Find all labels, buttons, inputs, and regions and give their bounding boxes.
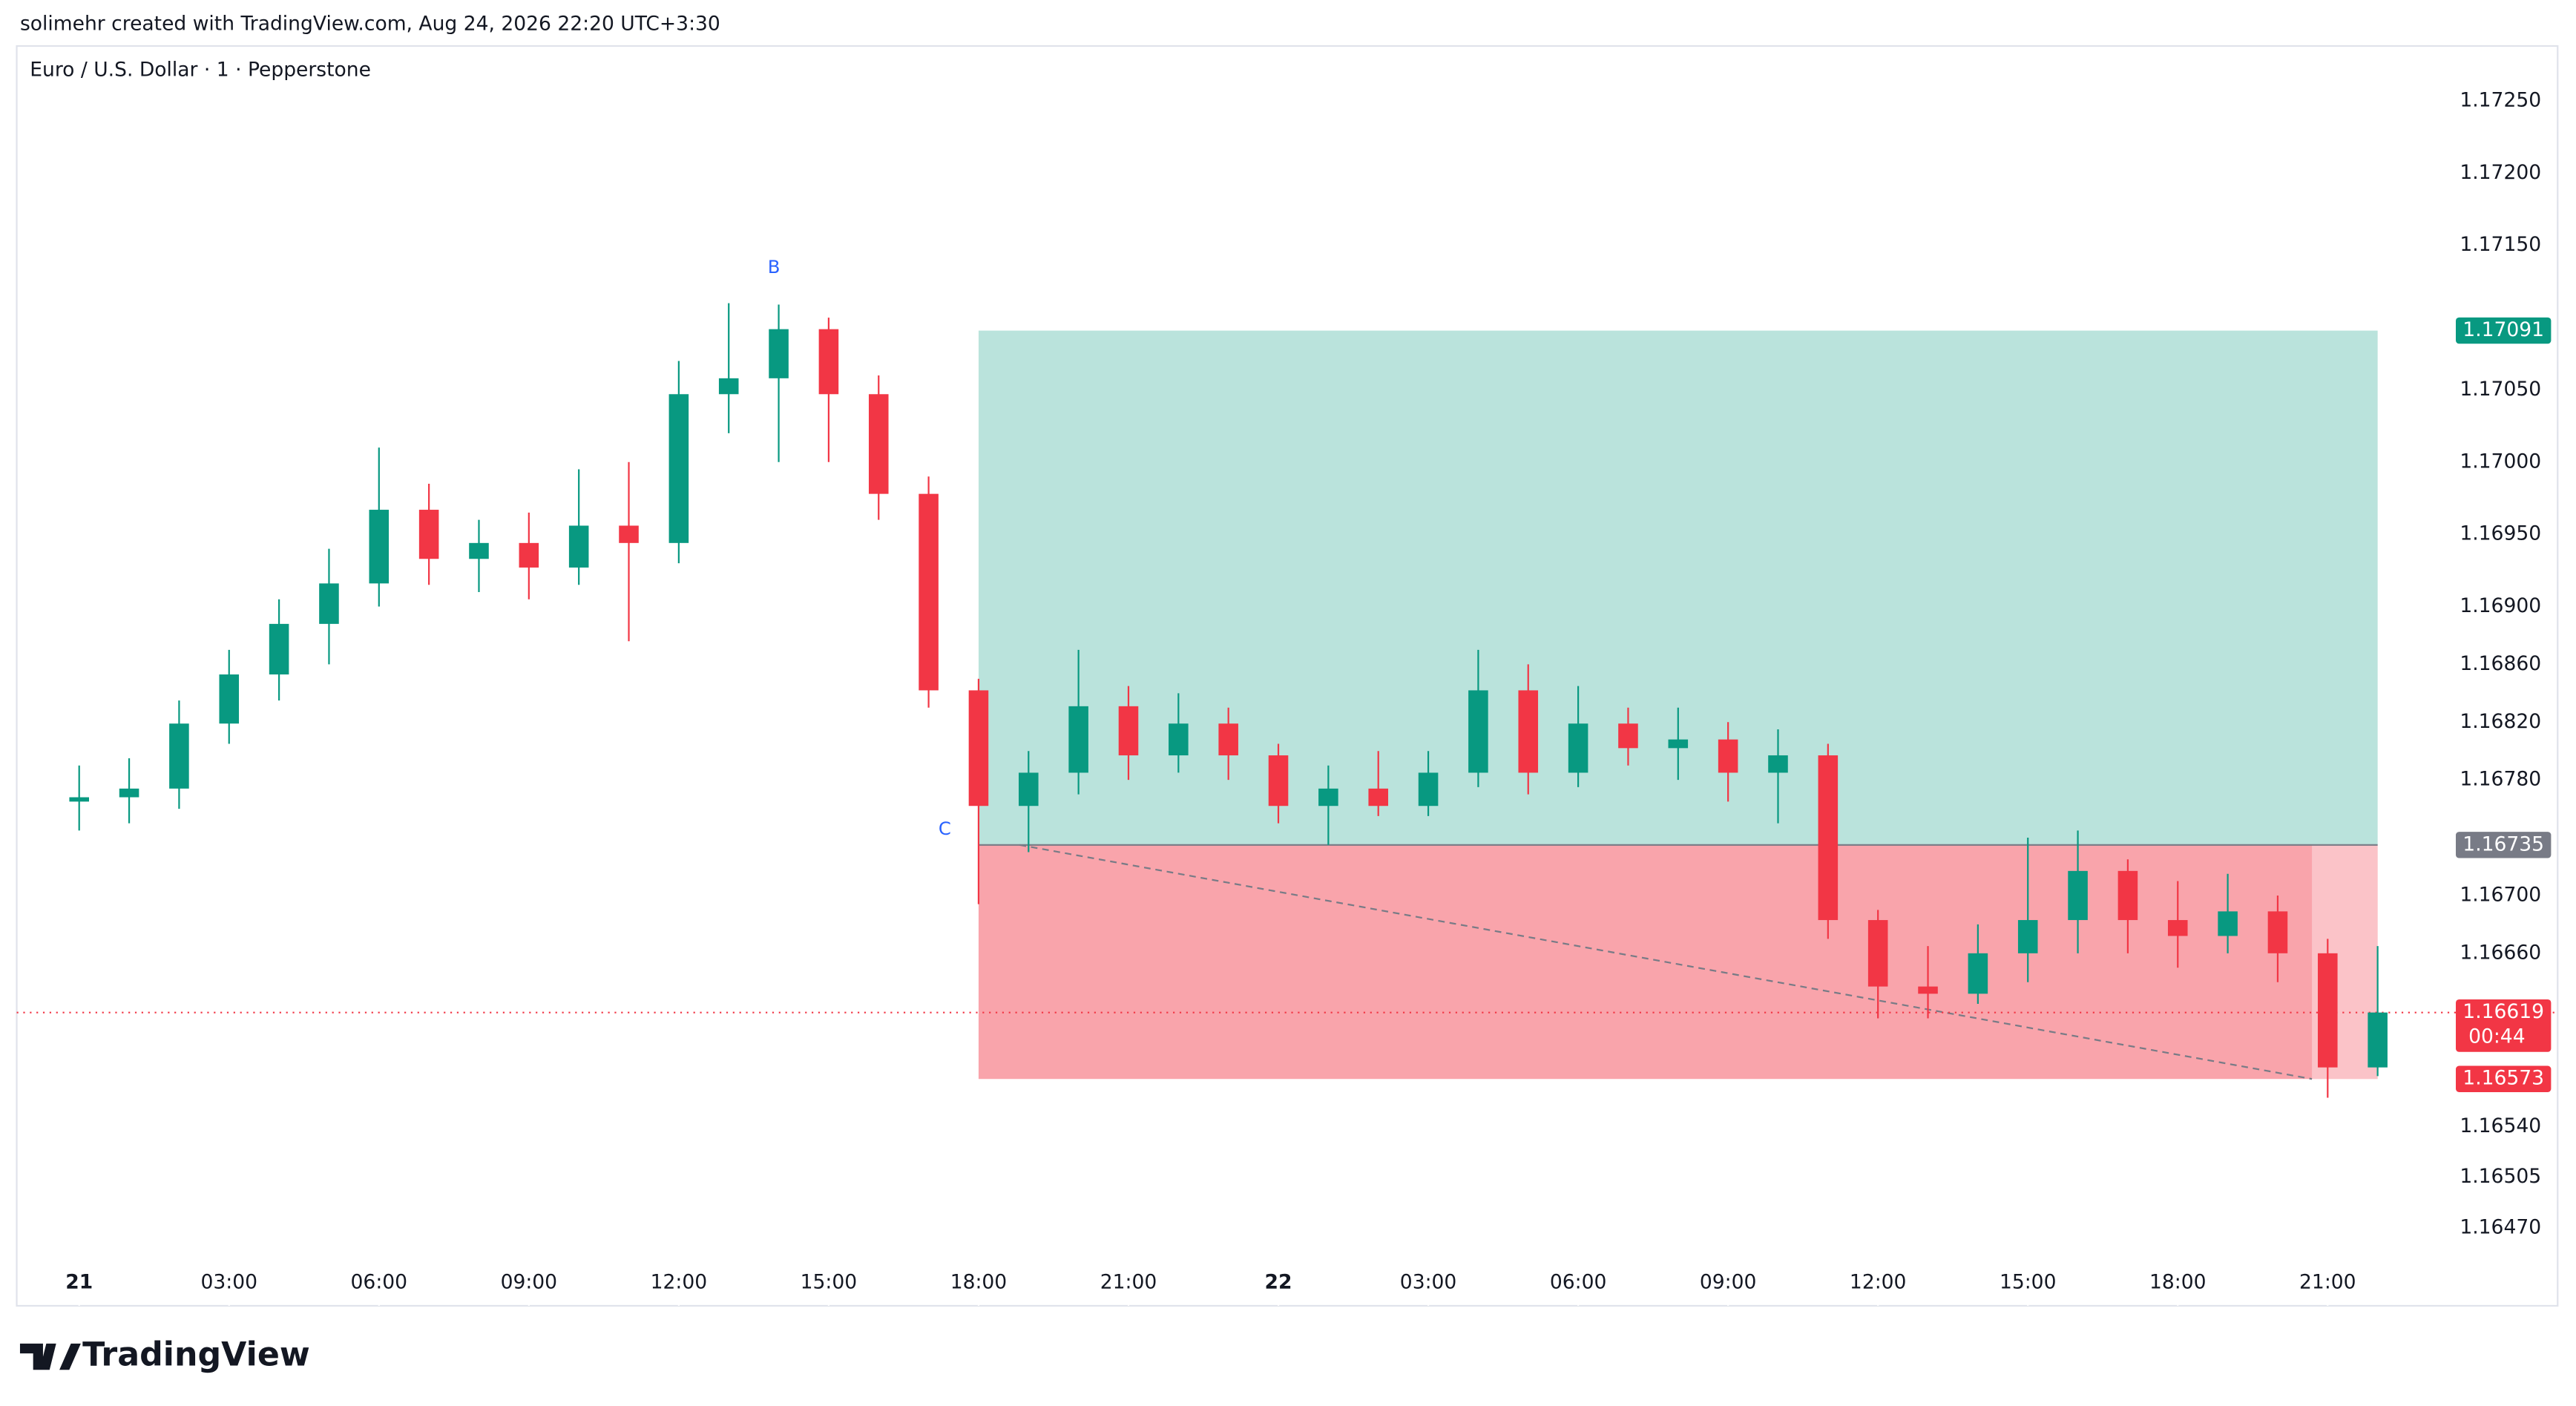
candle-body xyxy=(69,797,89,802)
candle-body xyxy=(269,623,289,675)
stop-zone xyxy=(978,844,2378,1080)
candle-body xyxy=(2267,911,2288,953)
price-label: 1.16619 xyxy=(2462,1000,2544,1023)
candle-body xyxy=(119,788,139,798)
candle-body xyxy=(1118,706,1139,756)
y-tick-label: 1.17000 xyxy=(2460,450,2541,473)
y-tick-label: 1.16860 xyxy=(2460,652,2541,675)
x-tick-label: 18:00 xyxy=(2149,1270,2207,1293)
x-tick-label: 09:00 xyxy=(1700,1270,1757,1293)
candle-body xyxy=(968,690,989,807)
candle-body xyxy=(169,723,189,789)
logo-icon xyxy=(19,1343,81,1370)
candle-body xyxy=(818,329,839,395)
candle-body xyxy=(2218,911,2238,936)
x-tick-label: 18:00 xyxy=(950,1270,1008,1293)
price-label-bg xyxy=(2456,999,2552,1052)
brand: TradingView xyxy=(82,1336,310,1374)
logo: TradingView xyxy=(19,1336,310,1374)
price-label: 1.17091 xyxy=(2462,318,2544,341)
trade-line xyxy=(1019,844,2313,1080)
candle-body xyxy=(568,525,589,568)
countdown: 00:44 xyxy=(2468,1025,2526,1048)
y-tick-label: 1.17050 xyxy=(2460,378,2541,401)
candle-body xyxy=(1068,706,1088,773)
wave-label: C xyxy=(939,818,951,839)
x-tick-label: 15:00 xyxy=(801,1270,858,1293)
candle-body xyxy=(919,493,939,691)
x-tick-label: 09:00 xyxy=(501,1270,558,1293)
y-tick-label: 1.16950 xyxy=(2460,522,2541,545)
candle-body xyxy=(1218,723,1238,756)
candle-body xyxy=(2368,1012,2388,1068)
candle-body xyxy=(868,394,889,494)
candle-body xyxy=(519,542,539,568)
candle-body xyxy=(2068,870,2088,921)
y-tick-label: 1.16900 xyxy=(2460,594,2541,617)
candle-body xyxy=(2318,953,2338,1068)
price-label: 1.16735 xyxy=(2462,832,2544,855)
candle-body xyxy=(1418,772,1439,807)
y-tick-label: 1.16540 xyxy=(2460,1114,2541,1137)
candle-body xyxy=(1718,739,1738,773)
chart-frame xyxy=(16,45,2559,1307)
candle-body xyxy=(1019,772,1039,807)
candle-body xyxy=(1568,723,1588,773)
price-label: 1.16573 xyxy=(2462,1067,2544,1090)
candle-body xyxy=(1968,953,1988,994)
candle-body xyxy=(1468,690,1488,773)
x-tick-label: 12:00 xyxy=(651,1270,708,1293)
chart-title: Euro / U.S. Dollar · 1 · Pepperstone xyxy=(30,59,371,82)
candle-body xyxy=(1867,920,1888,987)
candle-body xyxy=(2117,870,2138,921)
x-tick-label: 06:00 xyxy=(351,1270,408,1293)
candle-body xyxy=(219,674,240,724)
y-tick-label: 1.16505 xyxy=(2460,1165,2541,1188)
candle-body xyxy=(1268,755,1289,807)
candle-body xyxy=(1368,788,1389,807)
x-tick-label: 03:00 xyxy=(1400,1270,1457,1293)
candle-body xyxy=(1668,739,1689,749)
candle-body xyxy=(369,510,390,584)
x-tick-label: 21:00 xyxy=(2299,1270,2356,1293)
candle-body xyxy=(1918,986,1938,994)
price-label-bg xyxy=(2456,317,2552,344)
x-tick-label: 21 xyxy=(65,1270,93,1293)
y-tick-label: 1.16700 xyxy=(2460,883,2541,906)
candle-body xyxy=(1318,788,1338,807)
price-label-bg xyxy=(2456,832,2552,858)
candle-body xyxy=(718,378,739,395)
price-label-bg xyxy=(2456,1065,2552,1092)
candle-body xyxy=(469,542,489,559)
x-tick-label: 12:00 xyxy=(1850,1270,1907,1293)
y-tick-label: 1.17250 xyxy=(2460,88,2541,111)
wave-label: B xyxy=(768,256,781,277)
candle-body xyxy=(1518,690,1539,773)
header: solimehr created with TradingView.com, A… xyxy=(20,13,720,36)
x-tick-label: 22 xyxy=(1265,1270,1292,1293)
candle-body xyxy=(1818,755,1839,921)
candle-body xyxy=(418,510,439,559)
x-tick-label: 03:00 xyxy=(200,1270,257,1293)
x-tick-label: 21:00 xyxy=(1100,1270,1157,1293)
y-tick-label: 1.16820 xyxy=(2460,710,2541,733)
candle-body xyxy=(2017,920,2038,953)
y-tick-label: 1.16660 xyxy=(2460,941,2541,964)
candle-body xyxy=(2167,920,2188,936)
candle-body xyxy=(319,583,339,624)
candle-body xyxy=(1768,755,1788,773)
candle-body xyxy=(1169,723,1189,756)
x-tick-label: 06:00 xyxy=(1550,1270,1607,1293)
candle-body xyxy=(668,394,689,543)
y-tick-label: 1.17150 xyxy=(2460,233,2541,256)
candle-body xyxy=(619,525,639,543)
candle-body xyxy=(769,329,789,378)
x-tick-label: 15:00 xyxy=(2000,1270,2057,1293)
y-tick-label: 1.16470 xyxy=(2460,1215,2541,1238)
candle-body xyxy=(1618,723,1638,749)
y-tick-label: 1.16780 xyxy=(2460,768,2541,791)
y-tick-label: 1.17200 xyxy=(2460,161,2541,184)
